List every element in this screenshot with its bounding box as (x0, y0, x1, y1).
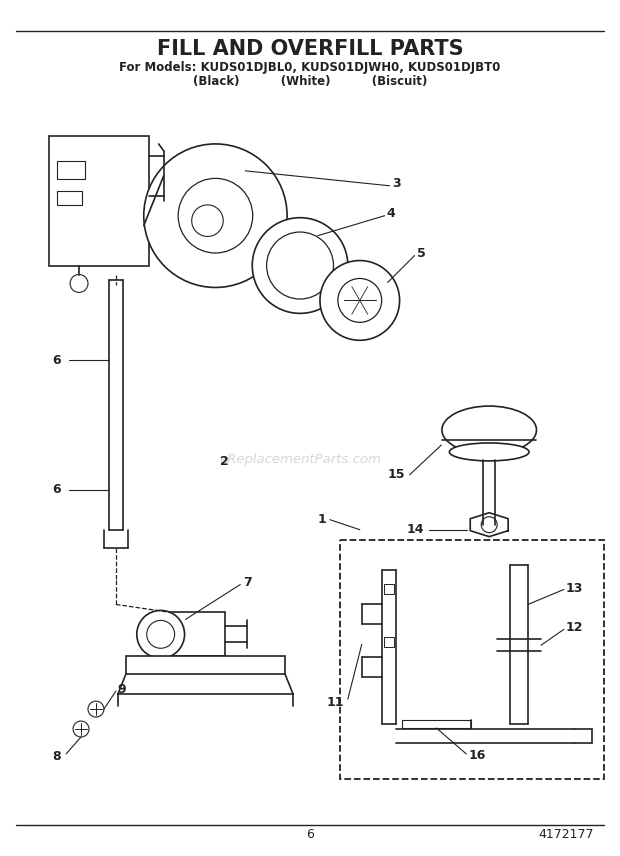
Bar (384, 585, 394, 594)
Circle shape (338, 278, 382, 323)
Text: 15: 15 (387, 468, 405, 481)
Text: 1: 1 (317, 514, 326, 526)
Text: For Models: KUDS01DJBL0, KUDS01DJWH0, KUDS01DJBT0: For Models: KUDS01DJBL0, KUDS01DJWH0, KU… (119, 61, 501, 74)
Bar (402, 720, 471, 728)
Circle shape (88, 701, 104, 717)
Bar (161, 612, 226, 657)
Circle shape (267, 232, 334, 299)
Text: 9: 9 (118, 682, 126, 696)
Bar (384, 638, 394, 647)
Circle shape (70, 275, 88, 293)
Text: 12: 12 (566, 621, 583, 633)
Circle shape (320, 260, 400, 341)
Circle shape (137, 610, 185, 658)
Text: eReplacementParts.com: eReplacementParts.com (219, 454, 381, 467)
Text: 13: 13 (566, 582, 583, 595)
Text: 4: 4 (387, 207, 396, 220)
Circle shape (192, 205, 223, 236)
Text: 11: 11 (326, 696, 344, 709)
Text: (Black)          (White)          (Biscuit): (Black) (White) (Biscuit) (193, 75, 427, 88)
Text: 8: 8 (53, 751, 61, 764)
Text: 16: 16 (468, 750, 485, 763)
Text: 6: 6 (53, 354, 61, 366)
Bar (49, 136, 149, 265)
Circle shape (73, 721, 89, 737)
Circle shape (481, 517, 497, 532)
Bar (126, 657, 285, 675)
Circle shape (144, 144, 287, 288)
Text: FILL AND OVERFILL PARTS: FILL AND OVERFILL PARTS (157, 39, 463, 59)
Text: 14: 14 (407, 523, 425, 536)
Text: 5: 5 (417, 247, 425, 260)
Circle shape (252, 217, 348, 313)
Text: 3: 3 (392, 177, 401, 190)
Text: 6: 6 (53, 484, 61, 496)
Text: 4172177: 4172177 (538, 828, 594, 841)
Bar (57, 191, 82, 205)
Text: 6: 6 (306, 828, 314, 841)
Ellipse shape (450, 443, 529, 461)
Text: 2: 2 (220, 455, 229, 468)
Bar (57, 161, 85, 179)
Text: 7: 7 (243, 576, 252, 589)
Bar (340, 539, 604, 779)
Ellipse shape (442, 406, 536, 454)
Circle shape (178, 178, 253, 253)
Circle shape (147, 621, 175, 648)
